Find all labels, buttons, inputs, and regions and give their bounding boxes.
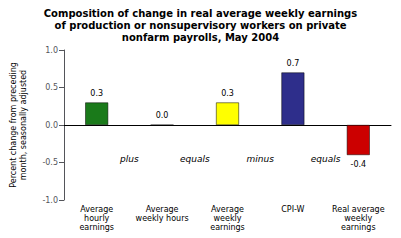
- svg-text:Real average: Real average: [332, 205, 385, 214]
- svg-text:equals: equals: [180, 154, 210, 164]
- svg-text:earnings: earnings: [341, 223, 376, 232]
- svg-text:-0.5: -0.5: [42, 158, 58, 167]
- svg-text:0.7: 0.7: [287, 59, 300, 68]
- svg-text:0.3: 0.3: [90, 89, 103, 98]
- svg-text:of production or nonsupervisor: of production or nonsupervisory workers …: [55, 20, 347, 31]
- svg-text:-0.4: -0.4: [350, 160, 366, 169]
- svg-text:-1.0: -1.0: [42, 196, 58, 205]
- svg-text:earnings: earnings: [210, 223, 245, 232]
- svg-text:0.3: 0.3: [221, 89, 234, 98]
- svg-text:0.5: 0.5: [45, 83, 58, 92]
- svg-text:weekly: weekly: [214, 214, 242, 223]
- svg-text:CPI-W: CPI-W: [281, 205, 304, 214]
- svg-text:equals: equals: [311, 154, 341, 164]
- svg-text:nonfarm payrolls, May 2004: nonfarm payrolls, May 2004: [122, 32, 279, 43]
- svg-text:weekly: weekly: [344, 214, 372, 223]
- svg-text:minus: minus: [247, 154, 275, 164]
- svg-text:0.0: 0.0: [45, 121, 58, 130]
- svg-text:0.0: 0.0: [156, 111, 169, 120]
- svg-text:Percent change from preceding: Percent change from preceding: [9, 62, 18, 188]
- svg-text:earnings: earnings: [79, 223, 114, 232]
- svg-text:plus: plus: [119, 154, 139, 164]
- svg-text:hourly: hourly: [84, 214, 110, 223]
- svg-text:Composition of change in real: Composition of change in real average we…: [44, 8, 357, 19]
- svg-text:1.0: 1.0: [45, 46, 58, 55]
- svg-text:weekly hours: weekly hours: [136, 214, 189, 223]
- svg-text:month, seasonally adjusted: month, seasonally adjusted: [19, 70, 28, 180]
- svg-text:Average: Average: [80, 205, 113, 214]
- svg-text:Average: Average: [211, 205, 244, 214]
- svg-text:Average: Average: [146, 205, 179, 214]
